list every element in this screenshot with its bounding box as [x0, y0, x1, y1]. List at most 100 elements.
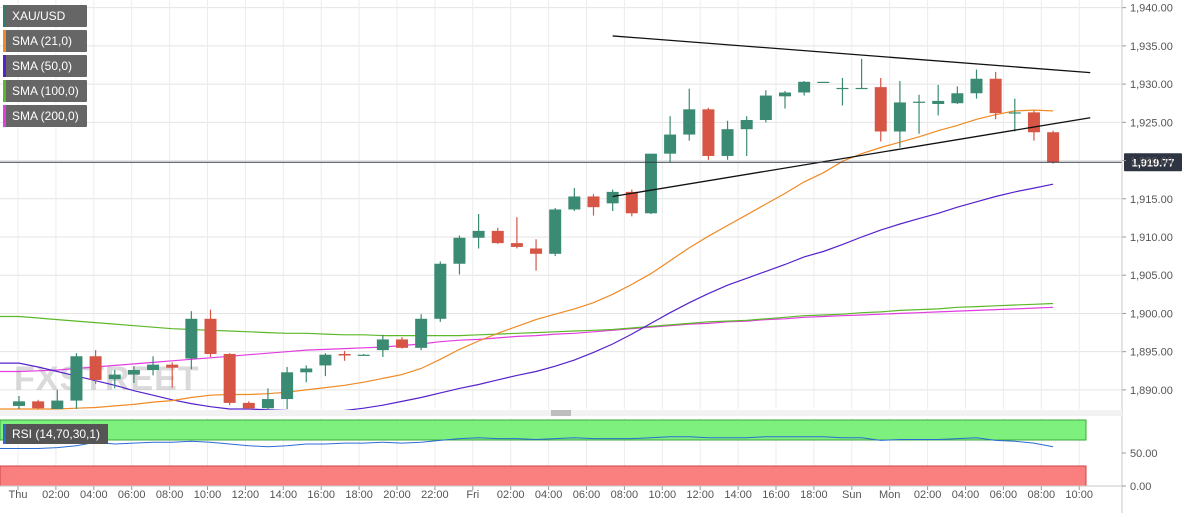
- candle-bull: [415, 318, 428, 348]
- candle-bear: [32, 401, 45, 409]
- legend-swatch: [3, 80, 6, 102]
- candle-bull: [855, 87, 868, 90]
- x-tick-label: 16:00: [307, 489, 335, 501]
- y-tick-label: 1,915.00: [1130, 194, 1173, 206]
- legend-swatch: [3, 5, 6, 27]
- candle-bull: [108, 374, 121, 380]
- candle-bull: [683, 109, 696, 135]
- candle-bear: [625, 191, 638, 214]
- candle-bull: [970, 78, 983, 94]
- y-tick-label: 1,900.00: [1130, 308, 1173, 320]
- x-tick-label: 04:00: [952, 489, 980, 501]
- legend-label: RSI (14,70,30,1): [12, 427, 101, 441]
- legend-label: SMA (50,0): [12, 59, 73, 73]
- y-tick-label: 1,925.00: [1130, 117, 1173, 129]
- y-tick-label: 1,935.00: [1130, 41, 1173, 53]
- legend-label: SMA (21,0): [12, 34, 73, 48]
- candle-bull: [740, 120, 753, 130]
- candle-bear: [874, 87, 887, 132]
- candle-bull: [644, 153, 657, 214]
- candle-bear: [702, 109, 715, 156]
- legend-xauusd[interactable]: XAU/USD: [3, 5, 87, 27]
- candle-bull: [817, 81, 830, 83]
- y-tick-label: 1,910.00: [1130, 232, 1173, 244]
- candle-bull: [147, 364, 160, 371]
- y-tick-label: 1,890.00: [1130, 385, 1173, 397]
- x-tick-label: Sun: [842, 489, 862, 501]
- x-tick-label: 10:00: [649, 489, 677, 501]
- sma100-line: [0, 302, 1054, 337]
- x-tick-label: Mon: [879, 489, 900, 501]
- candle-bull: [759, 95, 772, 121]
- candle-bull: [434, 263, 447, 319]
- x-tick-label: Thu: [9, 489, 28, 501]
- candle-bull: [376, 339, 389, 351]
- rsi-line: [0, 436, 1054, 449]
- x-tick-label: 12:00: [686, 489, 714, 501]
- candle-bull: [13, 401, 25, 406]
- candle-bear: [338, 353, 351, 356]
- last-price-line: 1,919.77: [0, 153, 1182, 172]
- indicator-legend: XAU/USD SMA (21,0) SMA (50,0) SMA (100,0…: [3, 5, 87, 127]
- x-tick-label: 06:00: [118, 489, 146, 501]
- candle-bull: [836, 87, 849, 90]
- candle-bull: [127, 370, 140, 375]
- candle-bear: [204, 318, 217, 354]
- legend-rsi[interactable]: RSI (14,70,30,1): [3, 424, 109, 444]
- legend-label: XAU/USD: [12, 9, 66, 23]
- rsi-tick-label: 0.00: [1130, 481, 1151, 493]
- candle-bull: [893, 102, 906, 132]
- x-tick-label: 14:00: [724, 489, 752, 501]
- x-tick-label: 18:00: [345, 489, 373, 501]
- candle-bear: [587, 196, 600, 208]
- y-tick-label: 1,930.00: [1130, 79, 1173, 91]
- legend-swatch: [3, 55, 6, 77]
- candle-bear: [1047, 132, 1060, 163]
- last-price-label: 1,919.77: [1132, 157, 1175, 169]
- x-tick-label: 02:00: [914, 489, 942, 501]
- candle-bull: [70, 356, 83, 401]
- legend-swatch: [3, 30, 6, 52]
- candle-bull: [932, 100, 945, 104]
- x-tick-label: 20:00: [383, 489, 411, 501]
- x-tick-label: 14:00: [270, 489, 298, 501]
- rsi-overbought-zone: [0, 419, 1087, 441]
- legend-sma-200[interactable]: SMA (200,0): [3, 105, 87, 127]
- candle-bear: [510, 243, 523, 247]
- x-tick-label: 06:00: [990, 489, 1018, 501]
- candle-bull: [951, 93, 964, 104]
- candle-bear: [223, 353, 236, 403]
- candle-bear: [166, 364, 179, 368]
- legend-sma-100[interactable]: SMA (100,0): [3, 80, 87, 102]
- plot-background: [0, 0, 1122, 409]
- pane-splitter-handle[interactable]: [0, 410, 1122, 416]
- last-price-tag: [1124, 153, 1182, 172]
- x-tick-label: 18:00: [800, 489, 828, 501]
- candle-bull: [1008, 112, 1021, 114]
- candle-bull: [472, 230, 485, 238]
- time-axis: Thu 02:00 04:00 06:00 08:00 10:00 12:00 14:00 16…: [0, 485, 1122, 501]
- candle-bull: [357, 354, 370, 356]
- legend-label: SMA (100,0): [12, 84, 79, 98]
- candle-bull: [568, 196, 581, 210]
- candle-bear: [530, 248, 543, 254]
- candle-bull: [779, 92, 791, 97]
- trendline-upper: [612, 35, 1091, 74]
- candles: [13, 58, 1060, 409]
- legend-sma-50[interactable]: SMA (50,0): [3, 55, 87, 77]
- trendlines: [612, 35, 1091, 198]
- candle-bear: [491, 230, 504, 244]
- x-tick-label: Fri: [466, 489, 479, 501]
- candle-bull: [281, 372, 294, 400]
- candle-bull: [721, 129, 734, 156]
- candle-bull: [913, 101, 926, 103]
- legend-swatch: [3, 424, 6, 444]
- rsi-pane: 50.00 0.00: [0, 419, 1158, 493]
- candle-bull: [664, 134, 677, 154]
- candle-bull: [319, 354, 332, 366]
- candle-bull: [261, 399, 274, 409]
- candle-bull: [185, 318, 198, 359]
- candle-bear: [396, 339, 408, 348]
- legend-sma-21[interactable]: SMA (21,0): [3, 30, 87, 52]
- candle-bear: [989, 78, 1002, 114]
